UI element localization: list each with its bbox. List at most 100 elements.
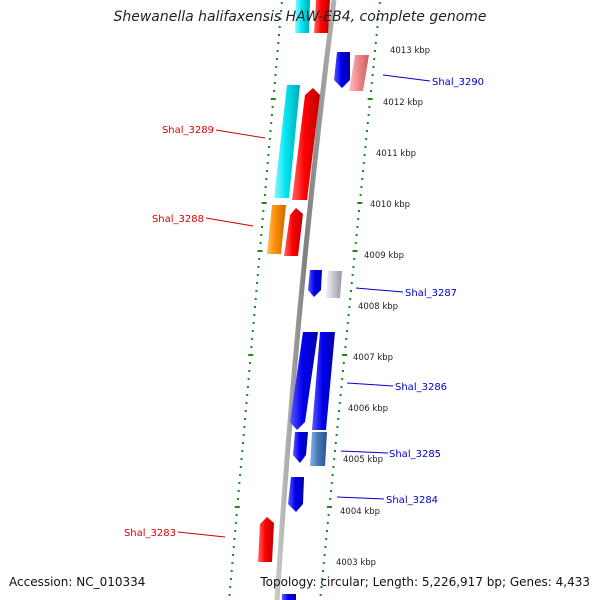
- gene-shal-3290-blue[interactable]: [334, 52, 350, 88]
- gene-shal-3284-blue[interactable]: [288, 477, 304, 512]
- track-dot: [360, 186, 363, 188]
- track-dot: [346, 322, 349, 324]
- track-dot: [263, 194, 266, 196]
- track-dot: [329, 498, 332, 500]
- track-dot: [319, 594, 322, 596]
- track-dot: [238, 482, 241, 484]
- track-dot: [342, 370, 344, 372]
- track-dot: [363, 154, 366, 156]
- track-dot: [257, 266, 260, 268]
- track-dot: [361, 178, 364, 180]
- track-dot: [250, 346, 253, 348]
- track-dot: [365, 138, 368, 140]
- gene-shal-3289-red[interactable]: [292, 88, 320, 200]
- track-dot: [376, 26, 379, 28]
- track-dot: [237, 490, 240, 492]
- track-dot: [335, 434, 338, 436]
- kbp-label: 4011 kbp: [376, 149, 416, 159]
- track-tick: [342, 354, 348, 356]
- gene-cyan-top[interactable]: [295, 0, 310, 33]
- track-dot: [275, 58, 278, 60]
- track-dot: [274, 74, 277, 76]
- track-dot: [278, 26, 281, 28]
- track-dot: [256, 282, 259, 284]
- track-dot: [342, 362, 345, 364]
- track-tick: [270, 98, 276, 100]
- gene-shal-3285-blue[interactable]: [293, 432, 308, 463]
- track-dot: [336, 426, 339, 428]
- left-dotted-track: [228, 2, 283, 596]
- track-dot: [232, 546, 235, 548]
- gene-blue-bottom[interactable]: [282, 594, 296, 600]
- track-tick: [261, 202, 267, 204]
- gene-label-shal-3289: Shal_3289: [162, 125, 214, 136]
- gene-shal-3287-blue[interactable]: [308, 270, 322, 297]
- track-dot: [358, 210, 360, 212]
- track-dot: [266, 170, 268, 172]
- track-dot: [277, 42, 280, 44]
- track-dot: [270, 122, 273, 124]
- track-dot: [323, 554, 326, 556]
- gene-label-shal-3285: Shal_3285: [389, 449, 441, 460]
- track-dot: [261, 226, 263, 228]
- gene-shal-3286-blue-b[interactable]: [312, 332, 335, 430]
- track-dot: [258, 258, 261, 260]
- track-dot: [251, 338, 254, 340]
- gene-label-shal-3283: Shal_3283: [124, 528, 176, 539]
- callout-lines: [177, 74, 431, 538]
- track-dot: [241, 450, 244, 452]
- kbp-label: 4004 kbp: [340, 507, 380, 517]
- kbp-label: 4003 kbp: [336, 558, 376, 568]
- track-dot: [370, 90, 372, 92]
- track-dot: [366, 122, 369, 124]
- gene-shal-3283-red[interactable]: [258, 517, 274, 562]
- gene-shal-3285-steel[interactable]: [310, 432, 327, 466]
- track-dot: [322, 570, 324, 572]
- track-dot: [259, 242, 262, 244]
- track-dot: [332, 466, 335, 468]
- gene-labels: Shal_3289 Shal_3288 Shal_3283 Shal_3290 …: [124, 77, 484, 539]
- track-dot: [372, 66, 375, 68]
- track-dot: [240, 458, 243, 460]
- track-dot: [235, 514, 238, 516]
- track-dot: [378, 10, 380, 12]
- track-dot: [331, 474, 334, 476]
- track-dot: [243, 426, 246, 428]
- track-dot: [338, 402, 341, 404]
- gene-shal-3288-red[interactable]: [284, 208, 303, 256]
- track-dot: [352, 266, 355, 268]
- track-dot: [378, 2, 381, 4]
- track-dot: [334, 442, 337, 444]
- track-dot: [266, 162, 269, 164]
- track-dot: [278, 34, 280, 36]
- track-dot: [353, 258, 356, 260]
- gene-features: [258, 0, 369, 600]
- track-dot: [273, 90, 276, 92]
- track-dot: [325, 538, 328, 540]
- track-dot: [251, 330, 254, 332]
- track-dot: [322, 562, 325, 564]
- track-dot: [245, 402, 248, 404]
- gene-red-top[interactable]: [314, 0, 330, 33]
- gene-shal-3286-blue-a[interactable]: [290, 332, 318, 430]
- track-dot: [264, 186, 267, 188]
- track-dot: [320, 586, 323, 588]
- track-dot: [350, 282, 353, 284]
- gene-shal-3290-pink[interactable]: [349, 55, 369, 91]
- gene-shal-3287-grey[interactable]: [326, 271, 342, 298]
- track-dot: [374, 50, 376, 52]
- track-dot: [231, 562, 234, 564]
- gene-shal-3288-orange[interactable]: [267, 205, 286, 254]
- track-dot: [356, 226, 359, 228]
- track-dot: [267, 154, 270, 156]
- track-dot: [268, 146, 271, 148]
- gene-shal-3289-cyan[interactable]: [274, 85, 300, 198]
- track-dot: [377, 18, 380, 20]
- track-dot: [246, 394, 249, 396]
- track-dot: [247, 378, 250, 380]
- track-dot: [239, 474, 242, 476]
- track-dot: [229, 586, 232, 588]
- track-dot: [321, 578, 324, 580]
- track-dot: [355, 234, 358, 236]
